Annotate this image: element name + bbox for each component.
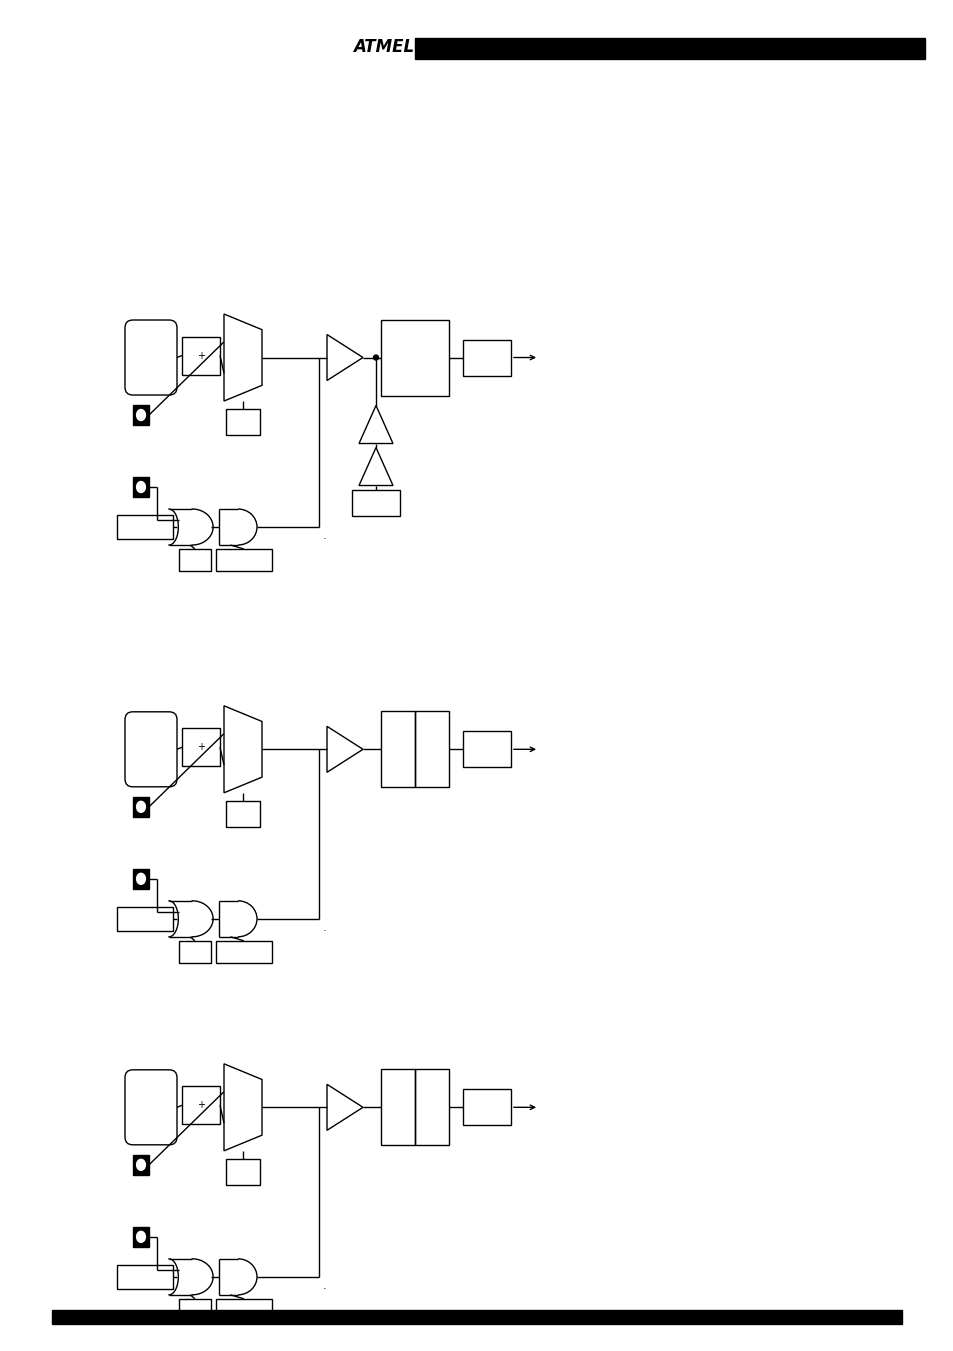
Text: +: +: [196, 742, 205, 753]
Bar: [182, 728, 220, 766]
Bar: [415, 712, 449, 788]
Bar: [179, 549, 211, 571]
Bar: [132, 1155, 149, 1175]
Bar: [117, 515, 172, 539]
Ellipse shape: [136, 801, 145, 812]
Ellipse shape: [136, 409, 145, 420]
Ellipse shape: [136, 1231, 145, 1243]
Bar: [380, 320, 449, 396]
Bar: [380, 712, 415, 788]
Text: .: .: [323, 531, 326, 540]
Bar: [132, 405, 149, 426]
Bar: [182, 1086, 220, 1124]
Ellipse shape: [136, 873, 145, 885]
Bar: [415, 38, 924, 59]
Bar: [117, 1265, 172, 1289]
Bar: [215, 549, 272, 571]
Bar: [179, 940, 211, 963]
Bar: [132, 869, 149, 889]
Bar: [380, 1070, 415, 1146]
Ellipse shape: [136, 1159, 145, 1170]
Bar: [215, 1298, 272, 1321]
Bar: [132, 797, 149, 817]
Bar: [462, 1089, 511, 1125]
Bar: [117, 907, 172, 931]
Bar: [132, 477, 149, 497]
Circle shape: [374, 355, 378, 359]
Bar: [52, 1310, 901, 1324]
Text: .: .: [323, 1281, 326, 1290]
Bar: [226, 1159, 260, 1185]
Text: +: +: [196, 1100, 205, 1111]
Text: +: +: [196, 350, 205, 361]
Bar: [226, 801, 260, 827]
Bar: [226, 409, 260, 435]
Text: ATMEL: ATMEL: [353, 38, 414, 57]
Bar: [415, 1070, 449, 1146]
Bar: [352, 489, 399, 516]
Bar: [179, 1298, 211, 1321]
Ellipse shape: [136, 481, 145, 493]
Bar: [182, 336, 220, 374]
Text: .: .: [323, 923, 326, 932]
Bar: [462, 339, 511, 376]
Bar: [132, 1227, 149, 1247]
Bar: [215, 940, 272, 963]
Bar: [462, 731, 511, 767]
